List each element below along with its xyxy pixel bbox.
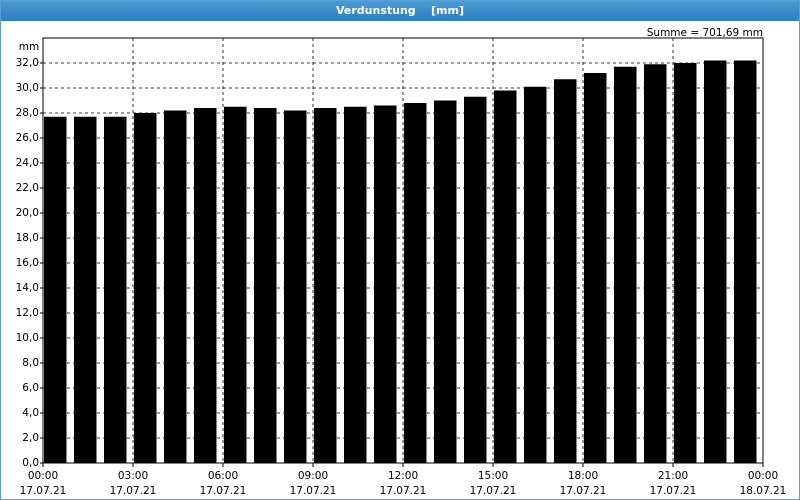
y-tick-label: 24,0 <box>16 157 39 169</box>
x-tick-label: 17.07.21 <box>650 485 697 497</box>
x-tick-label: 17.07.21 <box>200 485 247 497</box>
bar <box>44 116 67 463</box>
bar <box>224 106 247 463</box>
y-tick-label: 0,0 <box>22 457 39 469</box>
bar <box>734 60 757 463</box>
x-tick-label: 18.07.21 <box>740 485 787 497</box>
plot-frame <box>42 37 764 464</box>
x-tick-label: 17.07.21 <box>380 485 427 497</box>
y-tick-label: 8,0 <box>22 357 39 369</box>
y-tick-label: 28,0 <box>16 107 39 119</box>
bar <box>314 108 337 463</box>
bar <box>644 64 667 463</box>
y-unit: mm <box>19 41 39 53</box>
x-tick-label: 00:00 <box>748 470 778 482</box>
x-tick-label: 17.07.21 <box>560 485 607 497</box>
y-tick-label: 2,0 <box>22 432 39 444</box>
y-tick-label: 14,0 <box>16 282 39 294</box>
x-tick-label: 21:00 <box>658 470 688 482</box>
y-tick-label: 6,0 <box>22 382 39 394</box>
x-tick-label: 00:00 <box>28 470 58 482</box>
bar <box>164 110 187 463</box>
bar <box>614 66 637 463</box>
y-tick-label: 10,0 <box>16 332 39 344</box>
bar <box>194 108 217 463</box>
bar <box>704 60 727 463</box>
y-tick-label: 32,0 <box>16 57 39 69</box>
bar <box>524 86 547 463</box>
bar <box>554 79 577 463</box>
bar <box>74 116 97 463</box>
bar <box>674 63 697 463</box>
y-tick-label: 18,0 <box>16 232 39 244</box>
y-tick-label: 4,0 <box>22 407 39 419</box>
bar <box>254 108 277 463</box>
bar <box>344 106 367 463</box>
x-tick-label: 12:00 <box>388 470 418 482</box>
x-tick-label: 09:00 <box>298 470 328 482</box>
x-tick-label: 03:00 <box>118 470 148 482</box>
bar <box>404 103 427 463</box>
x-tick-label: 06:00 <box>208 470 238 482</box>
x-tick-label: 15:00 <box>478 470 508 482</box>
y-tick-label: 16,0 <box>16 257 39 269</box>
bar <box>104 116 127 463</box>
bar <box>374 105 397 463</box>
y-tick-label: 26,0 <box>16 132 39 144</box>
bar <box>434 100 457 463</box>
bar <box>494 90 517 463</box>
title-bar: Verdunstung [mm] <box>1 1 799 21</box>
bar <box>464 96 487 463</box>
bar <box>134 113 157 463</box>
y-tick-label: 30,0 <box>16 82 39 94</box>
y-tick-label: 20,0 <box>16 207 39 219</box>
summary: Summe = 701,69 mm <box>647 27 763 39</box>
y-tick-label: 22,0 <box>16 182 39 194</box>
x-tick-label: 17.07.21 <box>110 485 157 497</box>
bar <box>584 73 607 463</box>
x-tick-label: 17.07.21 <box>290 485 337 497</box>
x-tick-label: 17.07.21 <box>470 485 517 497</box>
x-tick-label: 18:00 <box>568 470 598 482</box>
x-tick-label: 17.07.21 <box>20 485 67 497</box>
bar <box>284 110 307 463</box>
y-tick-label: 12,0 <box>16 307 39 319</box>
